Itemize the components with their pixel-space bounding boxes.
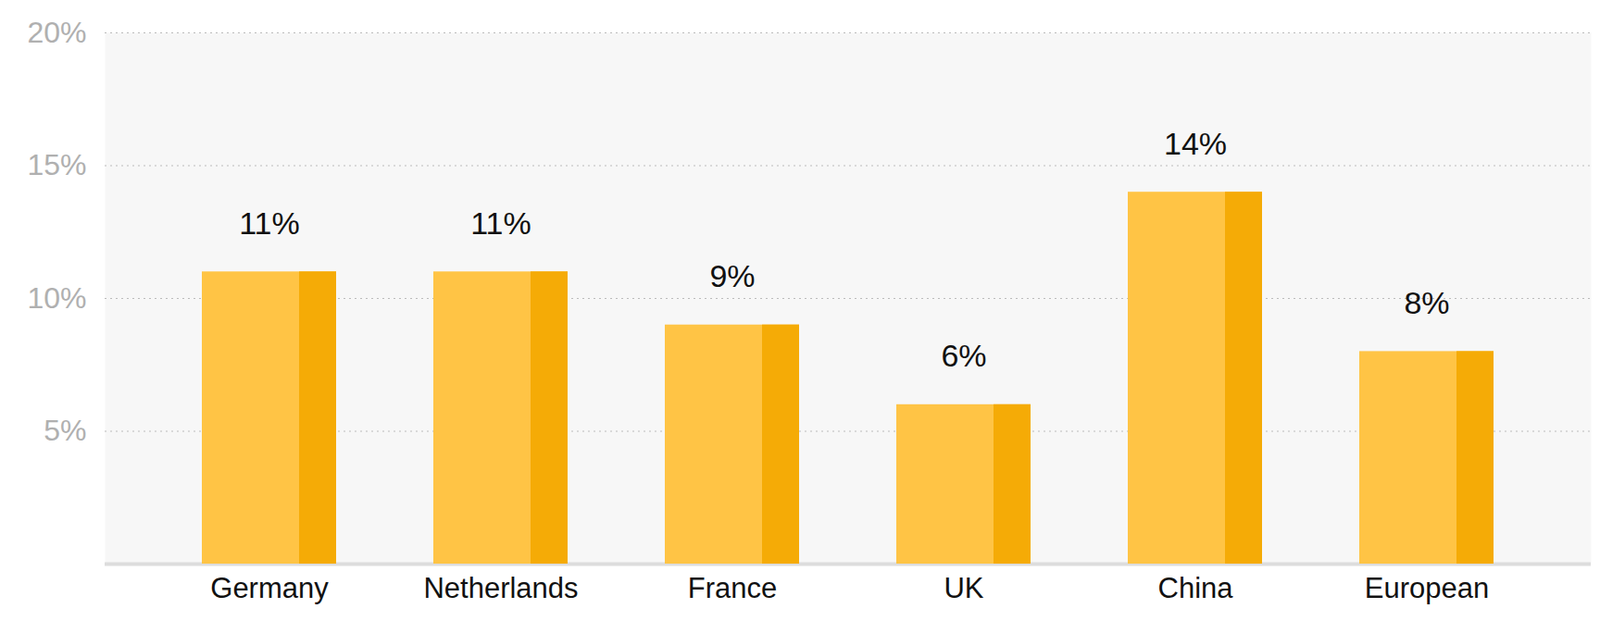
svg-text:15%: 15%: [26, 148, 87, 182]
svg-text:9%: 9%: [709, 258, 755, 294]
svg-text:6%: 6%: [940, 337, 987, 374]
svg-text:UK: UK: [943, 572, 984, 605]
svg-text:Netherlands: Netherlands: [423, 572, 578, 605]
svg-text:China: China: [1158, 572, 1235, 605]
svg-text:European: European: [1364, 572, 1489, 605]
svg-text:5%: 5%: [43, 413, 87, 448]
svg-text:Germany: Germany: [210, 572, 329, 605]
svg-text:20%: 20%: [26, 15, 87, 50]
svg-text:8%: 8%: [1403, 285, 1450, 321]
svg-text:France: France: [687, 572, 777, 605]
svg-text:10%: 10%: [26, 281, 87, 315]
svg-text:11%: 11%: [238, 205, 300, 241]
svg-text:11%: 11%: [470, 205, 532, 241]
svg-text:14%: 14%: [1163, 125, 1227, 162]
